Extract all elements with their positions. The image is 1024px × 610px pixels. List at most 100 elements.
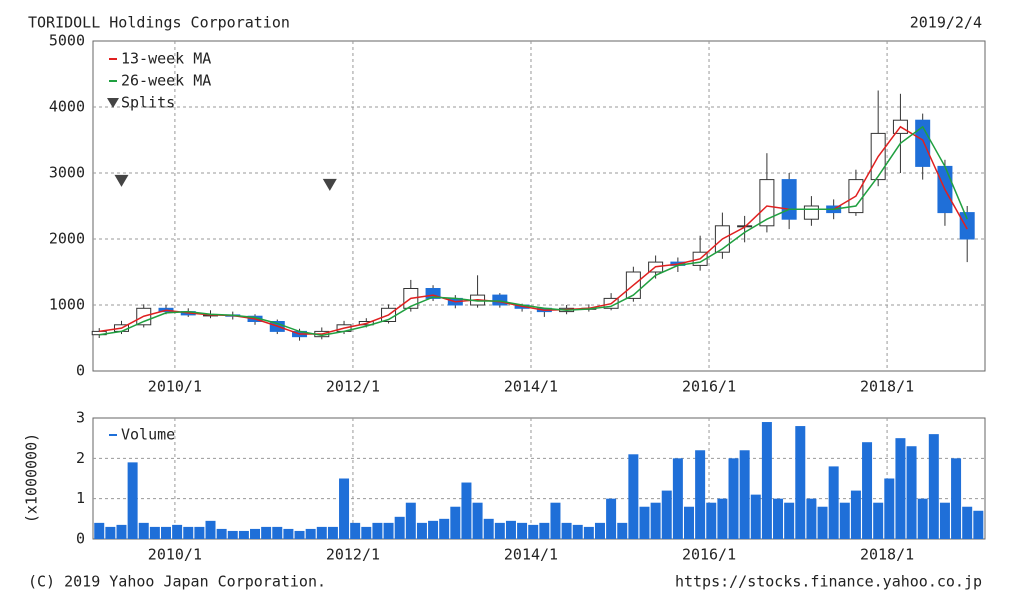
volume-bar bbox=[539, 522, 550, 539]
volume-bar bbox=[528, 524, 539, 539]
ma-line bbox=[99, 125, 968, 335]
volume-bar bbox=[773, 498, 784, 539]
volume-bar bbox=[405, 502, 416, 539]
volume-bar bbox=[572, 524, 583, 539]
x-tick-label: 2016/1 bbox=[682, 546, 736, 564]
volume-bar bbox=[127, 462, 138, 539]
volume-bar bbox=[639, 506, 650, 539]
legend-label: 13-week MA bbox=[121, 50, 211, 68]
y-tick-label: 3 bbox=[76, 409, 85, 427]
volume-bar bbox=[784, 502, 795, 539]
volume-bar bbox=[472, 502, 483, 539]
volume-bar bbox=[684, 506, 695, 539]
volume-bar bbox=[294, 530, 305, 539]
volume-bar bbox=[939, 502, 950, 539]
volume-bar bbox=[383, 522, 394, 539]
volume-bar bbox=[227, 530, 238, 539]
x-tick-label: 2018/1 bbox=[860, 378, 914, 396]
y-tick-label: 1 bbox=[76, 489, 85, 507]
x-tick-label: 2010/1 bbox=[148, 378, 202, 396]
volume-bar bbox=[439, 518, 450, 539]
split-marker bbox=[114, 174, 129, 187]
volume-bar bbox=[138, 522, 149, 539]
volume-bar bbox=[339, 478, 350, 539]
y-tick-label: 0 bbox=[76, 530, 85, 548]
volume-bar bbox=[928, 434, 939, 539]
volume-bar bbox=[94, 522, 105, 539]
x-tick-label: 2016/1 bbox=[682, 378, 736, 396]
volume-bar bbox=[261, 526, 272, 539]
volume-bar bbox=[761, 422, 772, 539]
copyright: (C) 2019 Yahoo Japan Corporation. bbox=[28, 573, 326, 591]
volume-bar bbox=[628, 454, 639, 539]
candle-body bbox=[959, 212, 975, 240]
volume-bar bbox=[494, 522, 505, 539]
volume-bar bbox=[728, 458, 739, 539]
volume-bar bbox=[149, 526, 160, 539]
volume-bar bbox=[238, 530, 249, 539]
candle-body bbox=[425, 288, 441, 299]
volume-bar bbox=[272, 526, 283, 539]
volume-bar bbox=[250, 528, 261, 539]
volume-bar bbox=[372, 522, 383, 539]
volume-bar bbox=[895, 438, 906, 539]
volume-bar bbox=[951, 458, 962, 539]
y-tick-label: 5000 bbox=[49, 32, 85, 50]
volume-bar bbox=[817, 506, 828, 539]
x-tick-label: 2010/1 bbox=[148, 546, 202, 564]
volume-bar bbox=[394, 516, 405, 539]
y-tick-label: 3000 bbox=[49, 164, 85, 182]
volume-bar bbox=[617, 522, 628, 539]
volume-bar bbox=[873, 502, 884, 539]
legend-label: Volume bbox=[121, 426, 175, 444]
volume-bar bbox=[316, 526, 327, 539]
chart-date: 2019/2/4 bbox=[910, 14, 982, 32]
volume-bar bbox=[917, 498, 928, 539]
volume-unit: (x1000000) bbox=[23, 433, 41, 523]
y-tick-label: 4000 bbox=[49, 98, 85, 116]
legend-label: 26-week MA bbox=[121, 72, 211, 90]
price-frame bbox=[92, 40, 986, 372]
volume-bar bbox=[706, 502, 717, 539]
volume-bar bbox=[416, 522, 427, 539]
volume-bar bbox=[183, 526, 194, 539]
x-tick-label: 2014/1 bbox=[504, 546, 558, 564]
candle-body bbox=[492, 294, 508, 306]
volume-bar bbox=[717, 498, 728, 539]
volume-bar bbox=[283, 528, 294, 539]
volume-bar bbox=[505, 520, 516, 539]
volume-bar bbox=[305, 528, 316, 539]
volume-bar bbox=[906, 446, 917, 539]
split-marker bbox=[322, 178, 337, 191]
volume-bar bbox=[205, 520, 216, 539]
company-title: TORIDOLL Holdings Corporation bbox=[28, 14, 290, 32]
volume-bar bbox=[661, 490, 672, 539]
volume-bar bbox=[327, 526, 338, 539]
legend-label: Splits bbox=[121, 94, 175, 112]
volume-bar bbox=[450, 506, 461, 539]
y-tick-label: 0 bbox=[76, 362, 85, 380]
y-tick-label: 2000 bbox=[49, 230, 85, 248]
volume-bar bbox=[594, 522, 605, 539]
candle-body bbox=[781, 179, 797, 220]
y-tick-label: 1000 bbox=[49, 296, 85, 314]
volume-bar bbox=[672, 458, 683, 539]
x-tick-label: 2018/1 bbox=[860, 546, 914, 564]
volume-bar bbox=[606, 498, 617, 539]
volume-bar bbox=[795, 426, 806, 539]
volume-bar bbox=[517, 522, 528, 539]
x-tick-label: 2012/1 bbox=[326, 546, 380, 564]
volume-bar bbox=[750, 494, 761, 539]
volume-bar bbox=[350, 522, 361, 539]
volume-bar bbox=[973, 510, 984, 539]
volume-bar bbox=[483, 518, 494, 539]
volume-bar bbox=[583, 526, 594, 539]
volume-frame bbox=[92, 417, 986, 540]
volume-bar bbox=[650, 502, 661, 539]
volume-bar bbox=[862, 442, 873, 539]
volume-bar bbox=[461, 482, 472, 539]
candle-body bbox=[803, 205, 819, 220]
volume-bar bbox=[172, 524, 183, 539]
volume-bar bbox=[839, 502, 850, 539]
volume-bar bbox=[116, 524, 127, 539]
